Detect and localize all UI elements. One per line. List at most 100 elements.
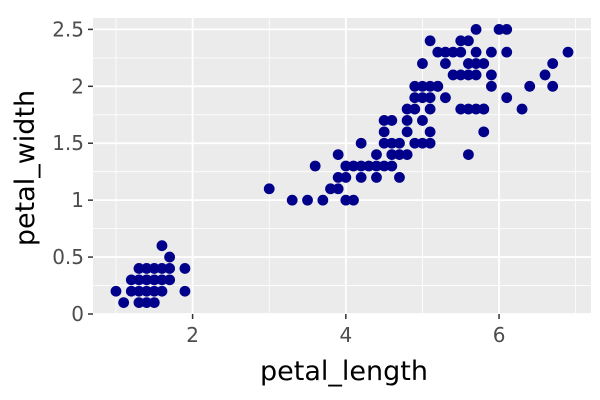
data-point [424, 35, 436, 47]
data-point [340, 160, 352, 172]
data-point [371, 149, 382, 161]
data-point [447, 46, 459, 58]
data-point [133, 297, 145, 309]
data-point [133, 285, 145, 297]
y-tick-label: 1 [71, 188, 84, 212]
data-point [470, 46, 482, 58]
data-point [125, 285, 137, 297]
data-point [516, 103, 528, 115]
data-point [463, 69, 474, 81]
data-point [417, 58, 428, 69]
data-point [325, 183, 336, 195]
data-point [179, 285, 191, 297]
x-tick-labels: 2 4 6 [186, 323, 505, 347]
y-tick-label: 1.5 [52, 131, 84, 155]
data-point [386, 160, 398, 172]
data-point [417, 137, 428, 149]
data-point [409, 92, 421, 104]
data-point [164, 263, 176, 274]
data-point [478, 58, 490, 69]
y-tick-labels: 0 0.5 1 1.5 2 2.5 [52, 17, 84, 326]
data-point [524, 80, 536, 92]
data-point [493, 23, 505, 35]
data-point [355, 171, 367, 183]
data-point [440, 58, 451, 69]
data-point [302, 194, 313, 206]
data-point [478, 103, 490, 115]
x-tick-label: 6 [493, 323, 506, 347]
data-point [141, 263, 153, 274]
data-point [378, 137, 390, 149]
data-point [455, 46, 467, 58]
data-point [332, 149, 344, 161]
data-point [463, 149, 474, 161]
data-point [440, 92, 451, 104]
data-point [317, 194, 329, 206]
data-point [355, 137, 367, 149]
data-point [417, 80, 428, 92]
data-point [409, 80, 421, 92]
data-point [386, 149, 398, 161]
data-point [486, 80, 497, 92]
data-point [110, 285, 122, 297]
data-point [363, 160, 375, 172]
data-point [394, 171, 405, 183]
x-axis-title: petal_length [260, 356, 428, 387]
x-tick-label: 4 [339, 323, 352, 347]
data-point [118, 297, 130, 309]
data-point [309, 160, 321, 172]
data-point [141, 274, 153, 286]
data-point [156, 285, 168, 297]
data-point [440, 46, 451, 58]
data-point [432, 46, 444, 58]
data-point [378, 115, 390, 126]
data-point [547, 80, 559, 92]
data-point [470, 58, 482, 69]
data-point [156, 263, 168, 274]
data-point [455, 35, 467, 47]
data-point [470, 103, 482, 115]
data-point [371, 160, 382, 172]
data-point [486, 46, 497, 58]
data-point [156, 274, 168, 286]
y-tick-label: 2.5 [52, 17, 84, 41]
data-point [148, 297, 160, 309]
data-point [286, 194, 298, 206]
data-point [424, 126, 436, 138]
data-point [463, 35, 474, 47]
y-axis-title: petal_width [10, 90, 41, 246]
data-point [133, 263, 145, 274]
data-point [409, 103, 421, 115]
data-point [125, 274, 137, 286]
data-point [394, 137, 405, 149]
data-point [455, 69, 467, 81]
data-point [470, 69, 482, 81]
data-point [386, 115, 398, 126]
data-point [148, 285, 160, 297]
data-point [332, 171, 344, 183]
data-point [263, 183, 275, 195]
data-point [478, 126, 490, 138]
data-point [501, 23, 513, 35]
data-point [417, 92, 428, 104]
data-point [455, 103, 467, 115]
data-point [164, 274, 176, 286]
data-point [417, 115, 428, 126]
data-point [424, 80, 436, 92]
data-point [371, 171, 382, 183]
data-point [401, 103, 413, 115]
data-points [110, 23, 574, 309]
data-point [463, 103, 474, 115]
data-point [409, 137, 421, 149]
axis-tick-marks [88, 28, 500, 319]
data-point [432, 80, 444, 92]
data-point [179, 263, 191, 274]
data-point [470, 23, 482, 35]
y-tick-label: 2 [71, 74, 84, 98]
data-point [386, 137, 398, 149]
y-tick-label: 0 [71, 302, 84, 326]
data-point [340, 171, 352, 183]
data-point [547, 58, 559, 69]
data-point [148, 274, 160, 286]
data-point [401, 149, 413, 161]
